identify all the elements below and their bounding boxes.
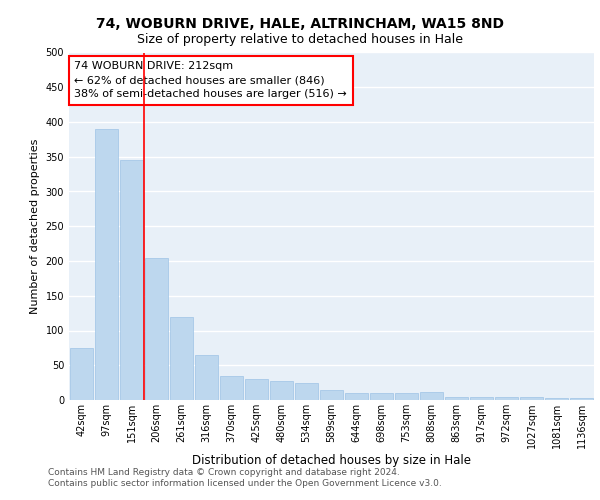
Bar [95,129,118,400]
Bar [145,258,168,400]
Bar [470,396,493,400]
Bar [245,379,268,400]
Bar [195,355,218,400]
Bar [320,390,343,400]
Bar [220,376,243,400]
Bar [170,316,193,400]
Bar [570,398,593,400]
Bar [70,348,93,400]
Bar [495,396,518,400]
Bar [270,380,293,400]
Bar [520,396,543,400]
Text: 74 WOBURN DRIVE: 212sqm
← 62% of detached houses are smaller (846)
38% of semi-d: 74 WOBURN DRIVE: 212sqm ← 62% of detache… [74,61,347,99]
Bar [295,382,318,400]
Text: Contains HM Land Registry data © Crown copyright and database right 2024.
Contai: Contains HM Land Registry data © Crown c… [48,468,442,487]
Bar [545,398,568,400]
Bar [420,392,443,400]
Bar [120,160,143,400]
Y-axis label: Number of detached properties: Number of detached properties [30,138,40,314]
Text: 74, WOBURN DRIVE, HALE, ALTRINCHAM, WA15 8ND: 74, WOBURN DRIVE, HALE, ALTRINCHAM, WA15… [96,18,504,32]
Bar [395,393,418,400]
Bar [370,393,393,400]
Bar [445,396,468,400]
X-axis label: Distribution of detached houses by size in Hale: Distribution of detached houses by size … [192,454,471,467]
Text: Size of property relative to detached houses in Hale: Size of property relative to detached ho… [137,32,463,46]
Bar [345,393,368,400]
